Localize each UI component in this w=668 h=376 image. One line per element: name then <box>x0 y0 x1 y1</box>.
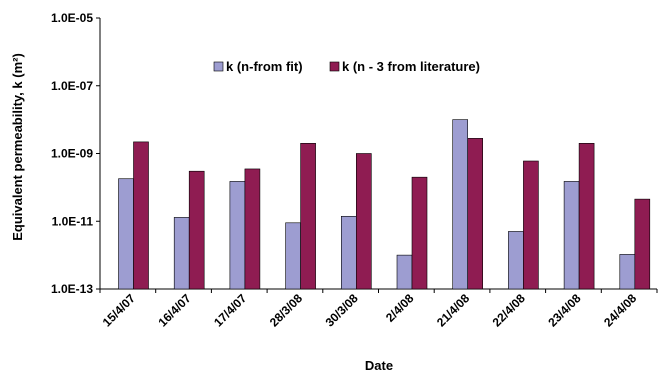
x-ticks: 15/4/07 16/4/07 17/4/07 28/3/08 30/3/08 2/4/0… <box>99 289 658 329</box>
x-tick-label: 28/3/08 <box>267 291 305 329</box>
legend-label-series-2: k (n - 3 from literature) <box>342 59 480 74</box>
bar-series-1 <box>340 215 357 290</box>
bar-series-2 <box>634 198 651 290</box>
y-tick-label: 1.0E-13 <box>51 282 93 296</box>
x-axis-title: Date <box>365 358 393 373</box>
y-axis-title: Equivalent permeability, k (m²) <box>10 53 25 241</box>
x-tick-label: 21/4/08 <box>434 291 472 329</box>
y-tick-label: 1.0E-05 <box>51 11 93 25</box>
x-tick-label: 16/4/07 <box>155 291 193 329</box>
y-tick-label: 1.0E-11 <box>52 214 94 228</box>
bar-series-2 <box>355 153 372 290</box>
bar-series-2 <box>523 160 539 290</box>
x-tick-label: 2/4/08 <box>383 291 417 325</box>
bar-series-1 <box>452 119 469 290</box>
x-tick-label: 24/4/08 <box>601 291 639 329</box>
bar-series-2 <box>188 170 205 290</box>
bar-series-2 <box>244 168 261 290</box>
x-tick-label: 15/4/07 <box>100 291 138 329</box>
bar-series-1 <box>229 181 246 290</box>
bar-series-2 <box>133 141 149 290</box>
bar-series-2 <box>467 138 484 290</box>
x-tick-label: 23/4/08 <box>545 291 583 329</box>
y-tick-label: 1.0E-07 <box>51 79 93 93</box>
bar-series-1 <box>619 254 636 290</box>
y-ticks: 1.0E-13 1.0E-11 1.0E-09 1.0E-07 1.0E-05 <box>51 11 100 296</box>
legend-swatch-series-1 <box>213 61 224 72</box>
legend-label-series-1: k (n-from fit) <box>226 59 303 74</box>
bar-series-1 <box>173 217 190 290</box>
legend: k (n-from fit) k (n - 3 from literature) <box>213 59 480 74</box>
bar-series-2 <box>300 143 316 290</box>
y-axis-title-group: Equivalent permeability, k (m²) <box>10 53 25 241</box>
x-tick-label: 30/3/08 <box>323 291 361 329</box>
bar-series-1 <box>118 178 134 290</box>
bar-series-1 <box>285 222 301 290</box>
bars <box>118 119 651 290</box>
bar-series-1 <box>396 254 413 290</box>
y-tick-label: 1.0E-09 <box>51 147 93 161</box>
x-tick-label: 17/4/07 <box>211 291 249 329</box>
bar-series-2 <box>411 176 428 290</box>
bar-series-1 <box>563 181 580 290</box>
legend-swatch-series-2 <box>329 61 340 72</box>
bar-series-1 <box>508 231 524 290</box>
bar-series-2 <box>578 143 595 290</box>
x-tick-label: 22/4/08 <box>490 291 528 329</box>
